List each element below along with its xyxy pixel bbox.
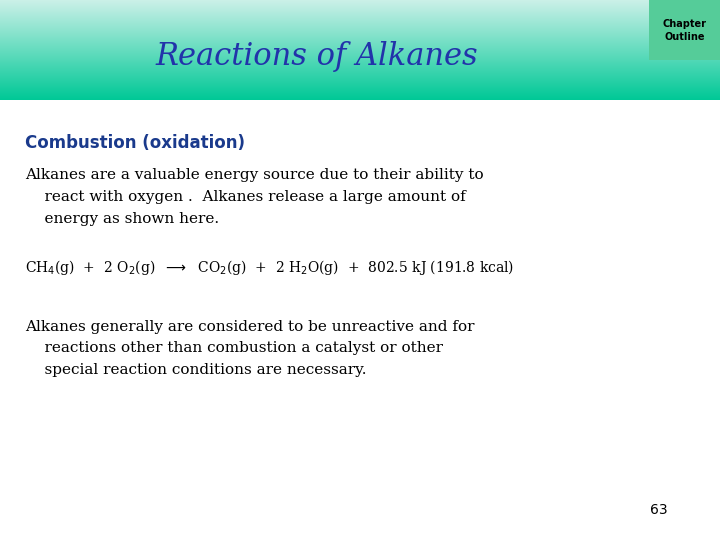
Text: Combustion (oxidation): Combustion (oxidation): [25, 134, 246, 152]
Text: reactions other than combustion a catalyst or other: reactions other than combustion a cataly…: [25, 341, 444, 355]
Text: Alkanes generally are considered to be unreactive and for: Alkanes generally are considered to be u…: [25, 320, 474, 334]
Text: special reaction conditions are necessary.: special reaction conditions are necessar…: [25, 363, 366, 377]
Text: CH$_4$(g)  +  2 O$_2$(g)  $\longrightarrow$  CO$_2$(g)  +  2 H$_2$O(g)  +  802.5: CH$_4$(g) + 2 O$_2$(g) $\longrightarrow$…: [25, 258, 514, 277]
Text: Chapter
Outline: Chapter Outline: [662, 19, 707, 42]
Text: energy as shown here.: energy as shown here.: [25, 212, 220, 226]
Text: 63: 63: [650, 503, 667, 517]
Text: Reactions of Alkanes: Reactions of Alkanes: [156, 41, 478, 72]
Text: react with oxygen .  Alkanes release a large amount of: react with oxygen . Alkanes release a la…: [25, 190, 466, 204]
FancyBboxPatch shape: [649, 0, 720, 60]
Text: Alkanes are a valuable energy source due to their ability to: Alkanes are a valuable energy source due…: [25, 168, 484, 183]
